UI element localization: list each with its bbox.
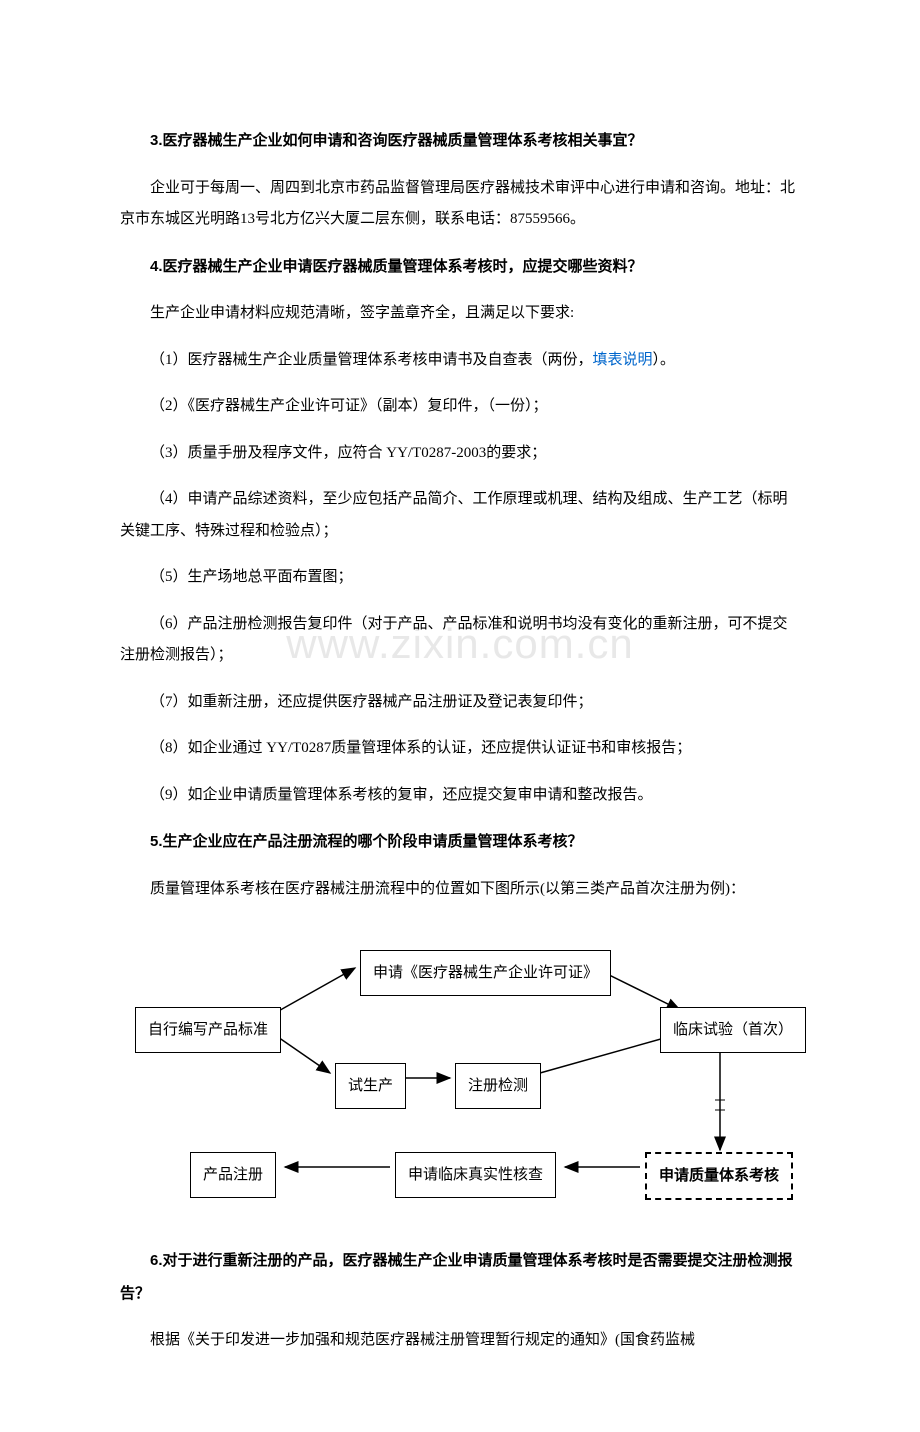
q4-item4: （4）申请产品综述资料，至少应包括产品简介、工作原理或机理、结构及组成、生产工艺… [120,484,800,547]
flow-node-apply-quality: 申请质量体系考核 [645,1152,793,1200]
q4-item6: （6）产品注册检测报告复印件（对于产品、产品标准和说明书均没有变化的重新注册，可… [120,609,800,672]
flow-node-clinical-verify: 申请临床真实性核查 [395,1152,556,1198]
q3-title-text: 3.医疗器械生产企业如何申请和咨询医疗器械质量管理体系考核相关事宜？ [150,132,643,149]
q4-item1a: （1）医疗器械生产企业质量管理体系考核申请书及自查表（两份， [150,352,593,368]
q4-intro: 生产企业申请材料应规范清晰，签字盖章齐全，且满足以下要求: [120,298,800,330]
flow-node-trial-produce: 试生产 [335,1063,406,1109]
q3-title: 3.医疗器械生产企业如何申请和咨询医疗器械质量管理体系考核相关事宜？ [120,125,800,158]
q3-para1: 企业可于每周一、周四到北京市药品监督管理局医疗器械技术审评中心进行申请和咨询。地… [120,173,800,236]
flowchart: 自行编写产品标准 申请《医疗器械生产企业许可证》 试生产 注册检测 临床试验（首… [120,935,800,1215]
q5-title-text: 5.生产企业应在产品注册流程的哪个阶段申请质量管理体系考核？ [150,833,583,850]
q4-item8: （8）如企业通过 YY/T0287质量管理体系的认证，还应提供认证证书和审核报告… [120,733,800,765]
flow-node-register-test: 注册检测 [455,1063,541,1109]
q4-item1b: ）。 [653,352,676,368]
q4-item1-link[interactable]: 填表说明 [593,352,653,368]
q4-item7: （7）如重新注册，还应提供医疗器械产品注册证及登记表复印件； [120,687,800,719]
q4-title-text: 4.医疗器械生产企业申请医疗器械质量管理体系考核时，应提交哪些资料？ [150,258,643,275]
q4-title: 4.医疗器械生产企业申请医疗器械质量管理体系考核时，应提交哪些资料？ [120,251,800,284]
q5-para1: 质量管理体系考核在医疗器械注册流程中的位置如下图所示(以第三类产品首次注册为例)… [120,874,800,906]
flow-node-clinical-trial: 临床试验（首次） [660,1007,806,1053]
flow-node-standard: 自行编写产品标准 [135,1007,281,1053]
q4-item5: （5）生产场地总平面布置图； [120,562,800,594]
document-body: 3.医疗器械生产企业如何申请和咨询医疗器械质量管理体系考核相关事宜？ 企业可于每… [120,125,800,1357]
q6-title: 6.对于进行重新注册的产品，医疗器械生产企业申请质量管理体系考核时是否需要提交注… [120,1245,800,1310]
q6-para1: 根据《关于印发进一步加强和规范医疗器械注册管理暂行规定的通知》(国食药监械 [120,1325,800,1357]
q4-item3: （3）质量手册及程序文件，应符合 YY/T0287-2003的要求； [120,438,800,470]
q4-item2: （2）《医疗器械生产企业许可证》（副本）复印件，（一份）； [120,391,800,423]
flow-node-product-register: 产品注册 [190,1152,276,1198]
q5-title: 5.生产企业应在产品注册流程的哪个阶段申请质量管理体系考核？ [120,826,800,859]
q6-title-text: 6.对于进行重新注册的产品，医疗器械生产企业申请质量管理体系考核时是否需要提交注… [120,1252,793,1302]
q4-item9: （9）如企业申请质量管理体系考核的复审，还应提交复审申请和整改报告。 [120,780,800,812]
flow-node-license: 申请《医疗器械生产企业许可证》 [360,950,611,996]
q4-item1: （1）医疗器械生产企业质量管理体系考核申请书及自查表（两份，填表说明）。 [120,345,800,377]
